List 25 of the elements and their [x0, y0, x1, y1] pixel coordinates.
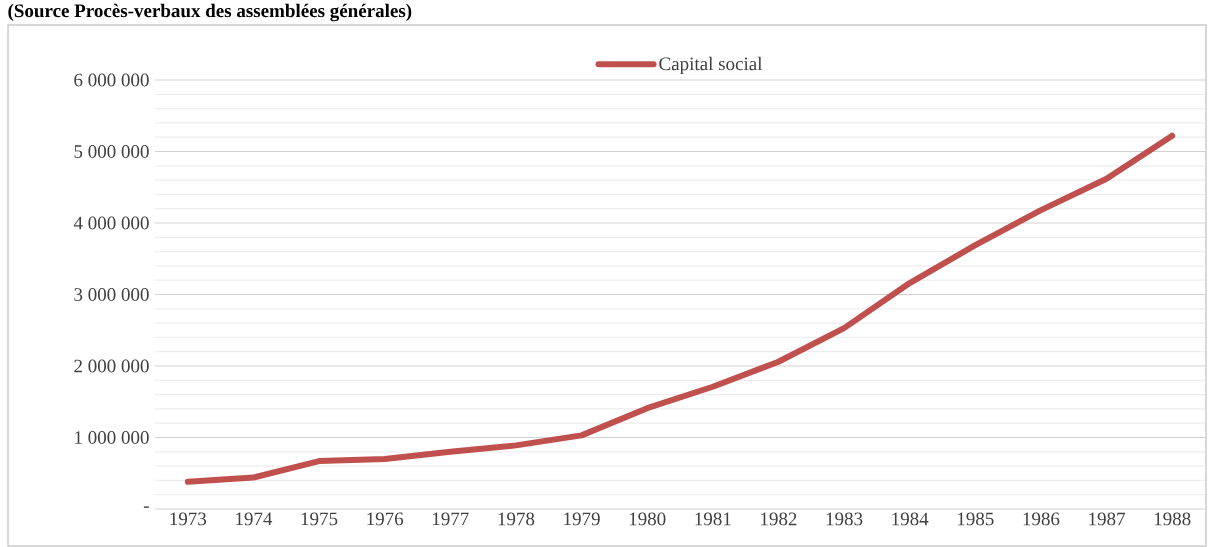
x-tick-label: 1987: [1089, 512, 1126, 526]
chart-title: (Source Procès-verbaux des assemblées générales): [8, 3, 412, 22]
x-tick-label: 1976: [367, 512, 404, 526]
x-tick-label: 1986: [1023, 512, 1060, 526]
x-tick-label: 1982: [761, 512, 797, 526]
x-tick-label: 1984: [892, 512, 929, 526]
x-tick-label: 1974: [236, 512, 273, 526]
x-tick-label: 1978: [498, 512, 535, 526]
x-tick-label: 1983: [826, 512, 863, 526]
x-tick-label: 1975: [301, 512, 338, 526]
x-tick-label: 1979: [564, 512, 600, 526]
y-tick-label: -: [143, 506, 149, 508]
y-tick-label: 3 000 000: [74, 288, 149, 301]
x-tick-label: 1980: [629, 512, 666, 526]
x-tick-label: 1977: [432, 512, 469, 526]
y-tick-label: 4 000 000: [73, 216, 149, 230]
y-tick-label: 5 000 000: [74, 145, 149, 158]
y-tick-label: 2 000 000: [74, 359, 149, 373]
x-tick-label: 1988: [1154, 512, 1191, 526]
x-tick-label: 1985: [957, 512, 994, 526]
y-tick-label: 6 000 000: [74, 73, 149, 87]
x-tick-label: 1981: [695, 512, 731, 526]
x-tick-label: 1973: [170, 512, 207, 526]
legend-label: Capital social: [659, 56, 763, 75]
y-tick-label: 1 000 000: [75, 431, 149, 444]
